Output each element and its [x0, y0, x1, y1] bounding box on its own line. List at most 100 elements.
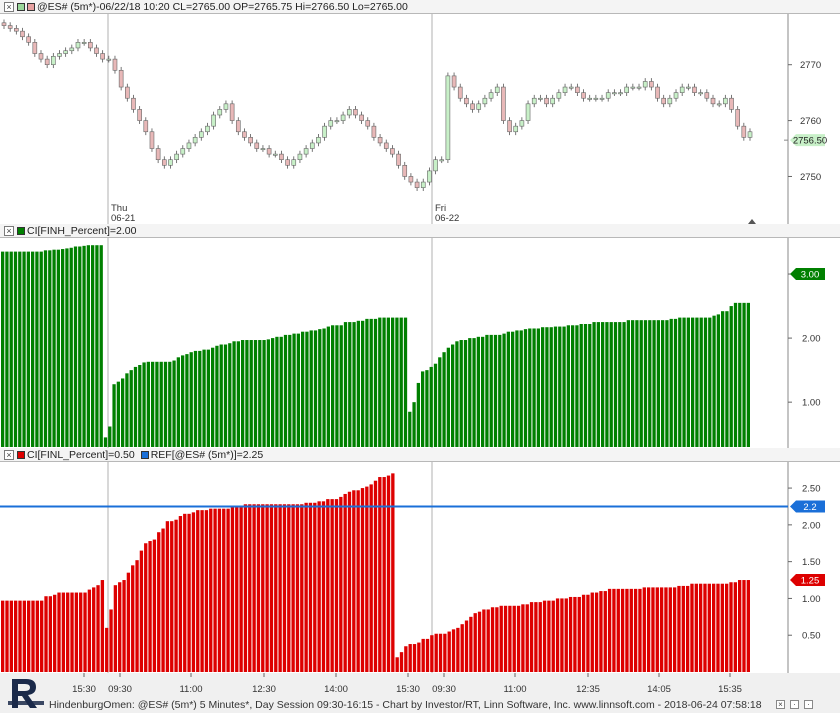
finh-bar — [635, 320, 639, 447]
down-candle — [94, 47, 99, 54]
up-candle — [723, 97, 728, 105]
finl-bar — [300, 504, 304, 672]
down-candle — [26, 36, 31, 43]
up-candle — [69, 47, 75, 52]
footer-option-button-2[interactable]: · — [804, 700, 813, 709]
footer-option-button-1[interactable]: · — [790, 700, 799, 709]
finl-bar — [464, 620, 469, 672]
finh-bar — [601, 322, 605, 447]
up-candle — [587, 97, 593, 100]
finl-bar — [226, 508, 230, 672]
down-candle — [692, 86, 697, 93]
close-finh-pane-button[interactable]: × — [4, 225, 14, 236]
finl-bar — [339, 496, 343, 672]
finl-pane: × CI[FINL_Percent]=0.50 REF[@ES# (5m*)]=… — [0, 448, 840, 673]
finh-bar — [48, 250, 52, 447]
finh-bar — [9, 251, 13, 447]
finl-bar — [308, 502, 313, 672]
finh-chart[interactable]: 3.002.001.003.00 — [0, 238, 840, 448]
down-candle — [414, 181, 420, 188]
footer-close-button[interactable]: × — [776, 700, 785, 709]
close-price-pane-button[interactable]: × — [4, 1, 14, 12]
up-candle — [488, 92, 494, 99]
day-label-0: Thu — [111, 203, 127, 214]
finl-bar — [447, 631, 451, 672]
finl-bar — [590, 592, 594, 672]
finh-bar — [631, 320, 635, 447]
finh-bar — [451, 344, 455, 447]
finh-bar — [91, 245, 95, 447]
finl-bar — [473, 613, 477, 672]
finh-y-label-1: 2.00 — [802, 334, 821, 345]
finh-bar — [669, 318, 673, 447]
finh-bar — [575, 325, 579, 447]
finl-chart[interactable]: 2.50 2.00 1.50 1.00 0.50 2.2 1.25 — [0, 462, 840, 673]
finl-bar — [547, 600, 551, 672]
finh-bar — [112, 384, 116, 447]
down-candle — [383, 142, 389, 149]
finh-bar — [22, 251, 26, 447]
up-candle — [747, 131, 753, 138]
finl-bar — [222, 508, 226, 672]
finl-bar — [139, 550, 144, 672]
finl-bar — [707, 583, 711, 672]
time-label-7: 11:00 — [503, 684, 526, 695]
finh-bar — [412, 402, 416, 447]
up-candle — [612, 92, 617, 95]
close-finl-pane-button[interactable]: × — [4, 449, 14, 460]
finl-bar — [105, 627, 109, 672]
finh-bar — [283, 334, 288, 447]
finl-y-label-1: 2.00 — [802, 520, 821, 531]
finh-bar — [151, 361, 155, 447]
finl-bar — [573, 596, 577, 672]
finh-bar — [108, 426, 112, 447]
finl-bar — [5, 600, 9, 672]
legend-swatch-up — [17, 2, 25, 11]
finh-bar — [305, 331, 309, 447]
finl-bar — [378, 477, 382, 672]
down-candle — [377, 137, 383, 144]
time-label-8: 12:35 — [576, 684, 600, 695]
finl-bar — [594, 592, 599, 672]
up-candle — [679, 86, 685, 93]
finh-bar — [421, 371, 425, 447]
up-candle — [291, 159, 297, 166]
finh-bar — [583, 324, 588, 447]
finh-bar — [279, 336, 283, 447]
finl-bar — [79, 592, 83, 672]
finl-y-label-3: 1.00 — [802, 594, 821, 605]
finh-last-tag-bg — [790, 268, 825, 281]
up-candle — [716, 103, 722, 106]
finh-bar — [52, 249, 56, 447]
up-candle — [618, 92, 623, 95]
finl-bar — [352, 490, 356, 672]
finh-bar — [39, 251, 43, 447]
up-candle — [513, 125, 519, 133]
finl-bar — [18, 600, 22, 672]
finh-bar — [322, 328, 326, 447]
finh-bar — [665, 320, 669, 447]
finh-legend-swatch — [17, 226, 25, 235]
down-candle — [88, 42, 93, 49]
finl-bar — [508, 605, 512, 672]
finl-bar — [646, 587, 651, 672]
up-candle — [439, 159, 445, 162]
time-label-0: 15:30 — [72, 684, 96, 695]
finh-bar — [313, 330, 318, 447]
finl-bar — [529, 602, 534, 672]
finh-bar — [549, 327, 553, 447]
finh-bar — [596, 322, 600, 447]
down-candle — [125, 86, 130, 99]
down-candle — [118, 69, 124, 88]
finl-bar — [252, 504, 256, 672]
time-label-4: 14:00 — [324, 684, 348, 695]
finl-bar — [742, 580, 746, 672]
down-candle — [100, 53, 105, 60]
down-candle — [242, 131, 247, 138]
finh-bar — [489, 334, 493, 447]
down-candle — [235, 120, 241, 133]
finh-bar — [716, 314, 720, 447]
finh-bar — [729, 306, 733, 447]
finl-bar — [568, 596, 573, 672]
